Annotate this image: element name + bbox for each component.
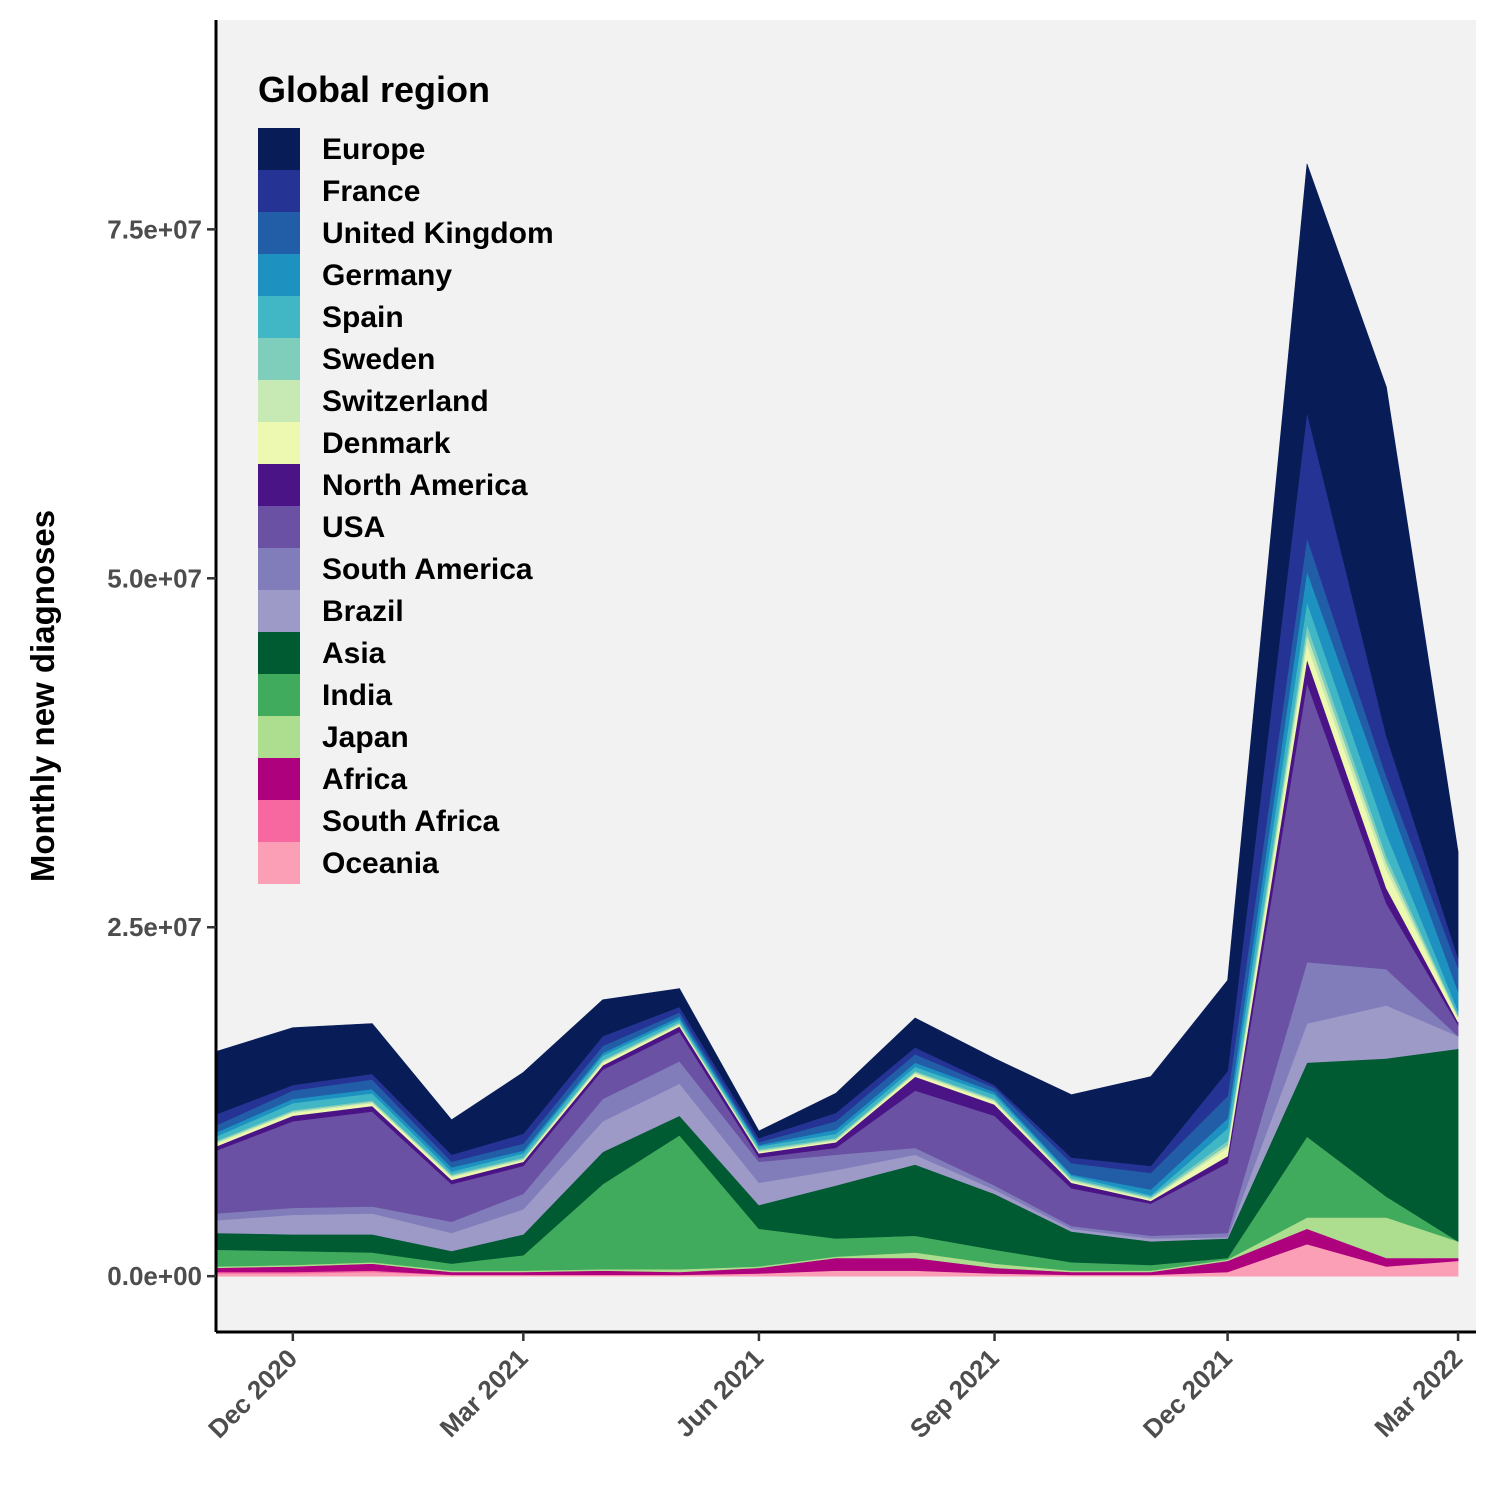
legend-label: United Kingdom: [322, 217, 554, 250]
legend-key: [258, 422, 300, 464]
y-axis-title: Monthly new diagnoses: [24, 510, 61, 882]
y-tick-label: 0.0e+00: [107, 1261, 202, 1291]
legend-label: Asia: [322, 637, 386, 670]
x-tick-label: Mar 2022: [1368, 1343, 1468, 1443]
legend-label: Africa: [322, 763, 407, 796]
legend-key: [258, 296, 300, 338]
area-europe: [215, 163, 1459, 1167]
legend-key: [258, 506, 300, 548]
legend-key: [258, 674, 300, 716]
legend-title: Global region: [258, 69, 490, 110]
legend-key: [258, 254, 300, 296]
legend-label: North America: [322, 469, 528, 502]
legend-key: [258, 464, 300, 506]
legend-key: [258, 548, 300, 590]
y-axis: 0.0e+00 2.5e+07 5.0e+07 7.5e+07: [107, 20, 218, 1332]
legend-label: Oceania: [322, 847, 439, 880]
legend-label: Europe: [322, 133, 425, 166]
legend-label: South America: [322, 553, 533, 586]
legend-label: South Africa: [322, 805, 500, 838]
x-tick-label: Dec 2020: [202, 1343, 303, 1444]
legend-label: Denmark: [322, 427, 451, 460]
legend-key: [258, 800, 300, 842]
legend-label: Brazil: [322, 595, 404, 628]
legend-label: USA: [322, 511, 385, 544]
x-tick-label: Dec 2021: [1137, 1343, 1238, 1444]
legend-key: [258, 590, 300, 632]
legend-key: [258, 716, 300, 758]
legend-label: Switzerland: [322, 385, 489, 418]
x-tick-label: Sep 2021: [904, 1343, 1005, 1444]
x-tick-label: Jun 2021: [669, 1343, 769, 1443]
x-axis: Dec 2020 Mar 2021 Jun 2021 Sep 2021 Dec 2021…: [202, 1330, 1476, 1444]
y-tick-label: 2.5e+07: [107, 912, 202, 942]
legend: Global region Europe France United Kingdom…: [258, 69, 554, 884]
legend-key: [258, 632, 300, 674]
legend-label: Japan: [322, 721, 409, 754]
legend-key: [258, 338, 300, 380]
area-layers: [215, 163, 1459, 1277]
legend-key: [258, 128, 300, 170]
legend-key: [258, 758, 300, 800]
legend-key: [258, 212, 300, 254]
legend-label: Germany: [322, 259, 452, 292]
legend-label: Sweden: [322, 343, 435, 376]
legend-key: [258, 170, 300, 212]
y-tick-label: 7.5e+07: [107, 214, 202, 244]
legend-label: Spain: [322, 301, 404, 334]
legend-key: [258, 380, 300, 422]
x-tick-label: Mar 2021: [434, 1343, 534, 1443]
legend-key: [258, 842, 300, 884]
legend-label: India: [322, 679, 392, 712]
legend-label: France: [322, 175, 420, 208]
y-tick-label: 5.0e+07: [107, 563, 202, 593]
